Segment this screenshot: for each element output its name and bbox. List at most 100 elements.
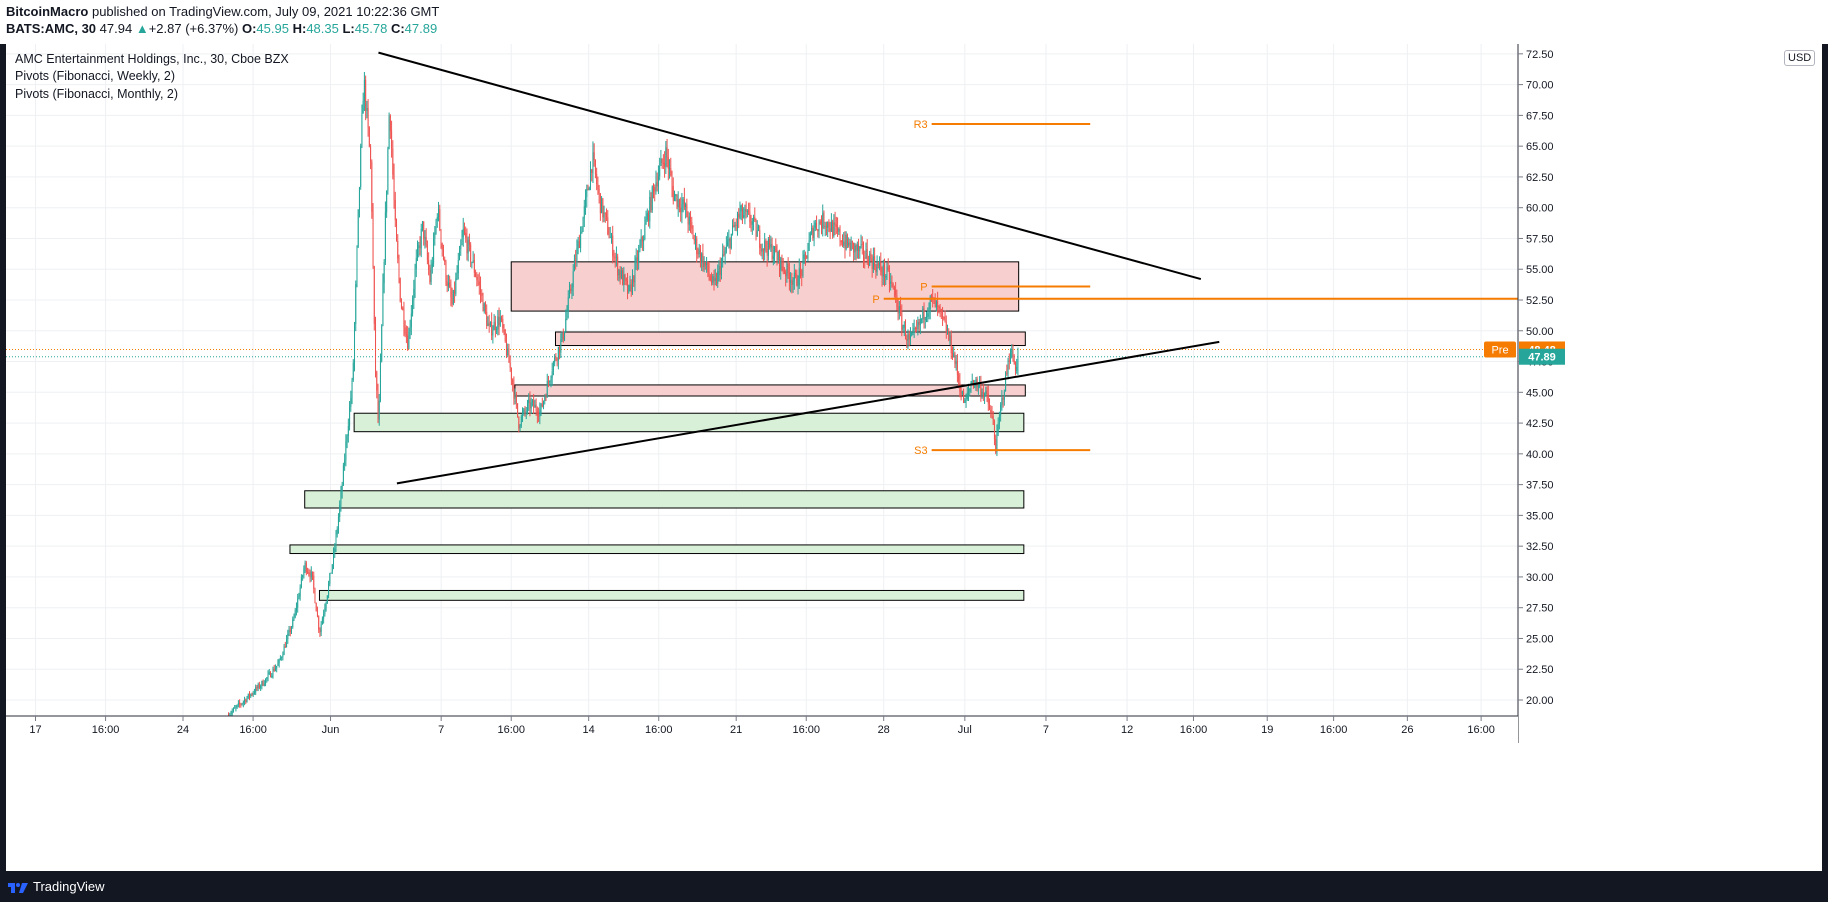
- last-price: 47.94: [99, 21, 133, 36]
- candle-body: [750, 222, 752, 225]
- candle-body: [363, 79, 365, 101]
- candle-body: [638, 250, 640, 263]
- candle-body: [655, 182, 657, 192]
- candle-body: [358, 187, 360, 210]
- price-tick-label: 50.00: [1526, 326, 1554, 338]
- candle-body: [289, 629, 291, 632]
- candle-body: [703, 261, 705, 268]
- candle-body: [459, 249, 461, 261]
- candle-body: [741, 205, 743, 218]
- candle-body: [581, 231, 583, 233]
- candle-body: [777, 251, 779, 261]
- footer-brand[interactable]: TradingView: [33, 879, 105, 894]
- time-tick-label: 16:00: [645, 724, 673, 736]
- candle-body: [802, 258, 804, 276]
- candle-body: [394, 199, 396, 221]
- candle-body: [746, 210, 748, 212]
- candle-body: [980, 383, 982, 396]
- candle-body: [795, 272, 797, 275]
- price-tick-label: 55.00: [1526, 264, 1554, 276]
- candle-body: [651, 186, 653, 211]
- candle-body: [592, 152, 594, 173]
- candle-body: [798, 268, 800, 286]
- candle-body: [245, 699, 247, 702]
- candle-body: [568, 288, 570, 297]
- candle-body: [340, 491, 342, 505]
- pivot-label: P: [872, 294, 879, 306]
- candle-body: [881, 271, 883, 277]
- candle-body: [276, 665, 278, 669]
- time-tick-label: Jun: [322, 724, 340, 736]
- candle-body: [523, 409, 525, 414]
- candle-body: [316, 611, 318, 617]
- candle-body: [294, 610, 296, 618]
- candle-body: [514, 394, 516, 399]
- candle-body: [860, 243, 862, 247]
- candle-body: [654, 187, 656, 192]
- candle-body: [740, 205, 742, 212]
- candle-body: [769, 239, 771, 248]
- candle-body: [468, 239, 470, 245]
- candle-body: [818, 221, 820, 232]
- candle-body: [346, 436, 348, 442]
- chart-canvas[interactable]: R3 P P S3 20.00 22.50 25.00 27.50 30.00 32.50 35.0…: [6, 44, 1822, 871]
- candle-body: [355, 283, 357, 325]
- candle-body: [493, 321, 495, 331]
- candle-body: [819, 221, 821, 224]
- candle-body: [719, 266, 721, 275]
- candle-body: [382, 283, 384, 326]
- time-tick-label: 16:00: [497, 724, 525, 736]
- candle-body: [483, 303, 485, 312]
- candle-body: [352, 362, 354, 381]
- candle-body: [267, 673, 269, 678]
- price-tag-box: [1484, 341, 1516, 358]
- candle-body: [536, 411, 538, 416]
- quote-line: BATS:AMC, 30 47.94 ▲+2.87 (+6.37%) O:45.…: [6, 21, 437, 36]
- candle-body: [681, 203, 683, 212]
- candle-body: [424, 236, 426, 240]
- candle-body: [480, 284, 482, 294]
- currency-button[interactable]: USD: [1784, 50, 1816, 66]
- candle-body: [854, 245, 856, 253]
- candle-body: [520, 416, 522, 426]
- price-tick-label: 27.50: [1526, 603, 1554, 615]
- candle-body: [718, 266, 720, 272]
- candle-body: [598, 188, 600, 194]
- candle-body: [662, 162, 664, 164]
- candle-body: [720, 261, 722, 275]
- candle-body: [477, 279, 479, 282]
- candle-body: [562, 332, 564, 340]
- candle-body: [644, 224, 646, 240]
- candle-body: [912, 329, 914, 334]
- candle-body: [823, 212, 825, 227]
- low-value: 45.78: [354, 21, 388, 36]
- candle-body: [305, 562, 307, 573]
- legend-indicator-monthly[interactable]: Pivots (Fibonacci, Monthly, 2): [15, 87, 179, 101]
- candle-body: [922, 308, 924, 319]
- legend-indicator-weekly[interactable]: Pivots (Fibonacci, Weekly, 2): [15, 69, 176, 83]
- candle-body: [944, 319, 946, 322]
- candle-body: [954, 353, 956, 364]
- candle-body: [414, 269, 416, 289]
- candle-body: [235, 706, 237, 708]
- candle-body: [793, 272, 795, 281]
- candle-body: [782, 266, 784, 272]
- candle-body: [656, 182, 658, 187]
- time-tick-label: 19: [1261, 724, 1273, 736]
- candle-body: [682, 199, 684, 204]
- candle-body: [231, 711, 233, 714]
- candle-body: [461, 237, 463, 245]
- candle-body: [487, 323, 489, 327]
- candle-body: [484, 303, 486, 312]
- candle-body: [543, 401, 545, 407]
- price-tick-label: 37.50: [1526, 480, 1554, 492]
- candle-body: [833, 222, 835, 237]
- chart-pane[interactable]: R3 P P S3 20.00 22.50 25.00 27.50 30.00 32.50 35.0…: [6, 44, 1822, 886]
- author-name[interactable]: BitcoinMacro: [6, 4, 89, 19]
- candle-body: [961, 391, 963, 395]
- candle-body: [435, 220, 437, 233]
- candle-body: [250, 694, 252, 697]
- candle-body: [451, 297, 453, 305]
- time-axis-background: [6, 716, 1518, 871]
- candle-body: [712, 276, 714, 283]
